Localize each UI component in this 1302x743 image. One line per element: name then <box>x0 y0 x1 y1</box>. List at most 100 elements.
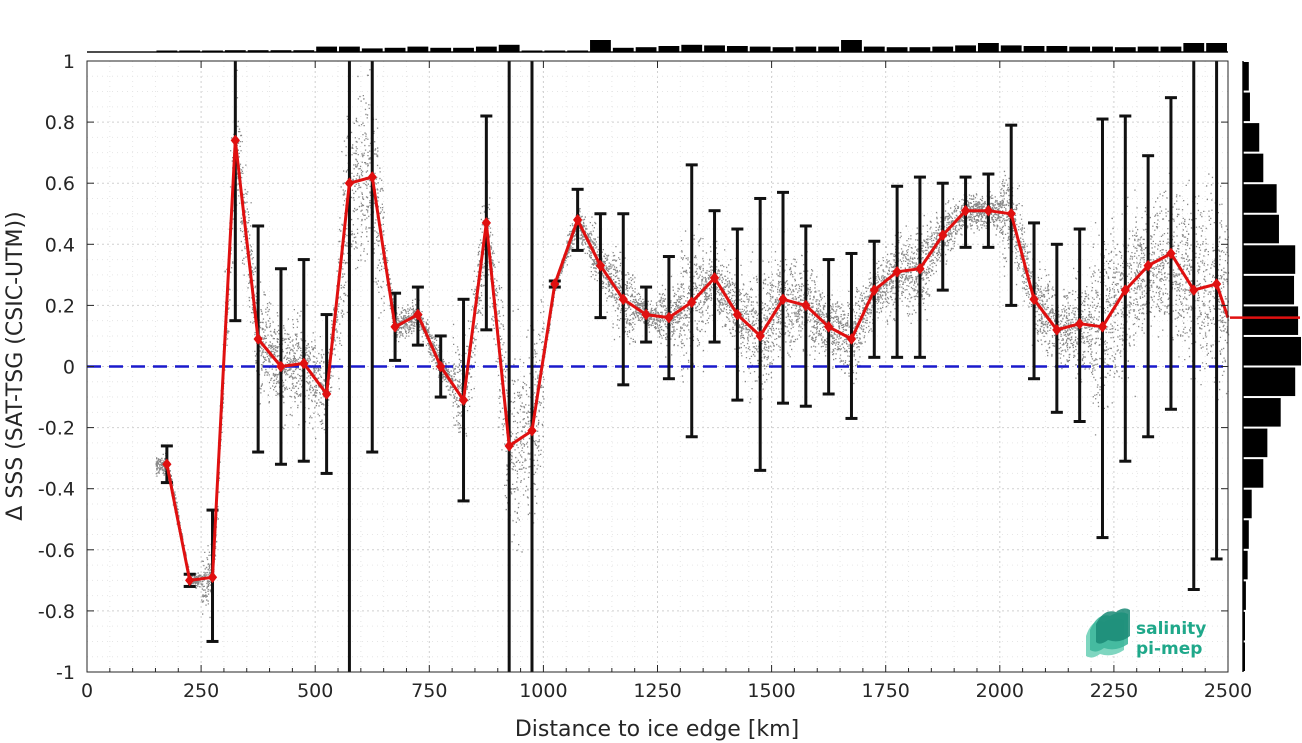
right-histogram-bar <box>1243 611 1245 641</box>
mean-marker <box>755 330 765 342</box>
mean-marker <box>938 229 948 241</box>
top-histogram-bar <box>635 47 657 52</box>
y-tick-label: 1 <box>63 51 75 73</box>
mean-marker <box>1120 284 1130 296</box>
mean-marker <box>458 394 469 406</box>
mean-marker <box>641 308 651 321</box>
top-histogram-bar <box>1206 43 1227 52</box>
top-histogram-bar <box>430 47 452 52</box>
top-histogram-bar <box>749 46 771 52</box>
mean-marker <box>732 308 743 321</box>
mean-marker <box>687 296 697 309</box>
right-histogram-bar <box>1243 398 1281 427</box>
right-histogram-bar <box>1243 153 1264 183</box>
logo-text-line1: salinity <box>1136 619 1206 639</box>
top-histogram-bar <box>339 46 360 52</box>
top-histogram-bar <box>521 50 543 52</box>
x-tick-label: 1000 <box>519 680 567 702</box>
mean-marker <box>230 134 240 147</box>
axis-ticks: 0 250 500 750 1000 1250 1500 1750 2000 2250 2500 -1… <box>38 51 1252 702</box>
mean-marker <box>504 440 514 452</box>
mean-marker <box>664 311 674 324</box>
mean-marker <box>390 320 400 333</box>
right-histogram-bar <box>1243 642 1245 671</box>
mean-marker <box>778 293 788 306</box>
mean-marker <box>915 262 925 275</box>
x-tick-label: 0 <box>81 680 93 702</box>
right-histogram-bar <box>1243 306 1299 335</box>
mean-marker <box>960 204 971 217</box>
mean-marker <box>299 357 309 370</box>
mean-marker <box>869 284 879 296</box>
top-histogram-bar <box>544 50 566 52</box>
mean-marker <box>1166 247 1176 260</box>
right-histogram-bar <box>1243 275 1295 305</box>
top-histogram-bar <box>772 47 794 52</box>
right-histogram-bar <box>1243 489 1252 519</box>
error-bar <box>1142 154 1155 439</box>
y-tick-label: -0.6 <box>38 540 75 562</box>
mean-marker <box>185 574 195 587</box>
mean-marker <box>709 272 720 284</box>
right-histogram-bar <box>1243 367 1296 397</box>
mean-marker <box>1097 320 1108 333</box>
mean-marker <box>413 308 423 321</box>
right-histogram <box>1230 61 1301 672</box>
mean-marker <box>276 360 286 373</box>
x-tick-label: 500 <box>297 680 333 702</box>
top-histogram-bar <box>407 46 429 52</box>
salinity-pi-mep-logo: salinity pi-mep <box>1086 608 1206 659</box>
top-histogram-bar <box>1183 43 1205 52</box>
right-histogram-bar <box>1243 459 1264 488</box>
mean-marker <box>1143 259 1153 272</box>
right-histogram-bar <box>1243 336 1301 366</box>
top-histogram-bar <box>316 46 338 52</box>
mean-series <box>162 134 1230 587</box>
mean-marker <box>481 217 491 229</box>
x-axis-label: Distance to ice edge [km] <box>515 717 799 742</box>
mean-marker <box>1029 293 1039 306</box>
error-bar <box>1210 61 1223 561</box>
top-histogram-bar <box>704 45 725 52</box>
mean-marker <box>207 571 218 584</box>
top-histogram-bar <box>955 45 976 52</box>
top-histogram-bar <box>1114 47 1136 52</box>
y-tick-label: -0.2 <box>38 418 75 440</box>
top-histogram <box>87 40 1228 53</box>
right-histogram-bar <box>1243 214 1279 244</box>
mean-marker <box>436 360 446 373</box>
top-histogram-bar <box>863 46 885 52</box>
error-bar <box>366 61 379 454</box>
top-histogram-bar <box>726 46 748 52</box>
y-tick-label: -0.8 <box>38 601 75 623</box>
top-histogram-bar <box>977 43 999 52</box>
top-histogram-bar <box>1000 45 1022 52</box>
top-histogram-bar <box>909 47 931 52</box>
top-histogram-bar <box>818 46 840 52</box>
mean-marker <box>824 320 834 333</box>
mean-marker <box>983 204 994 217</box>
mean-marker <box>162 458 172 471</box>
mean-marker <box>1006 207 1016 220</box>
error-bar <box>799 224 812 408</box>
x-tick-label: 1750 <box>862 680 910 702</box>
mean-marker <box>572 214 583 226</box>
mean-marker <box>801 299 811 312</box>
top-histogram-bar <box>202 50 223 52</box>
y-tick-label: -0.4 <box>38 479 75 501</box>
error-bar <box>868 239 881 359</box>
top-histogram-bar <box>932 46 954 52</box>
mean-marker <box>618 293 628 306</box>
right-histogram-bar <box>1243 62 1249 91</box>
top-histogram-bar <box>1137 46 1159 52</box>
x-tick-label: 250 <box>183 680 219 702</box>
right-histogram-bar <box>1243 92 1250 122</box>
x-tick-label: 2250 <box>1090 680 1138 702</box>
top-histogram-bar <box>384 47 406 52</box>
right-histogram-bar <box>1243 184 1277 213</box>
mean-marker <box>846 333 857 345</box>
top-histogram-bar <box>247 50 269 52</box>
top-histogram-bar <box>841 40 862 52</box>
grid <box>86 60 1229 673</box>
